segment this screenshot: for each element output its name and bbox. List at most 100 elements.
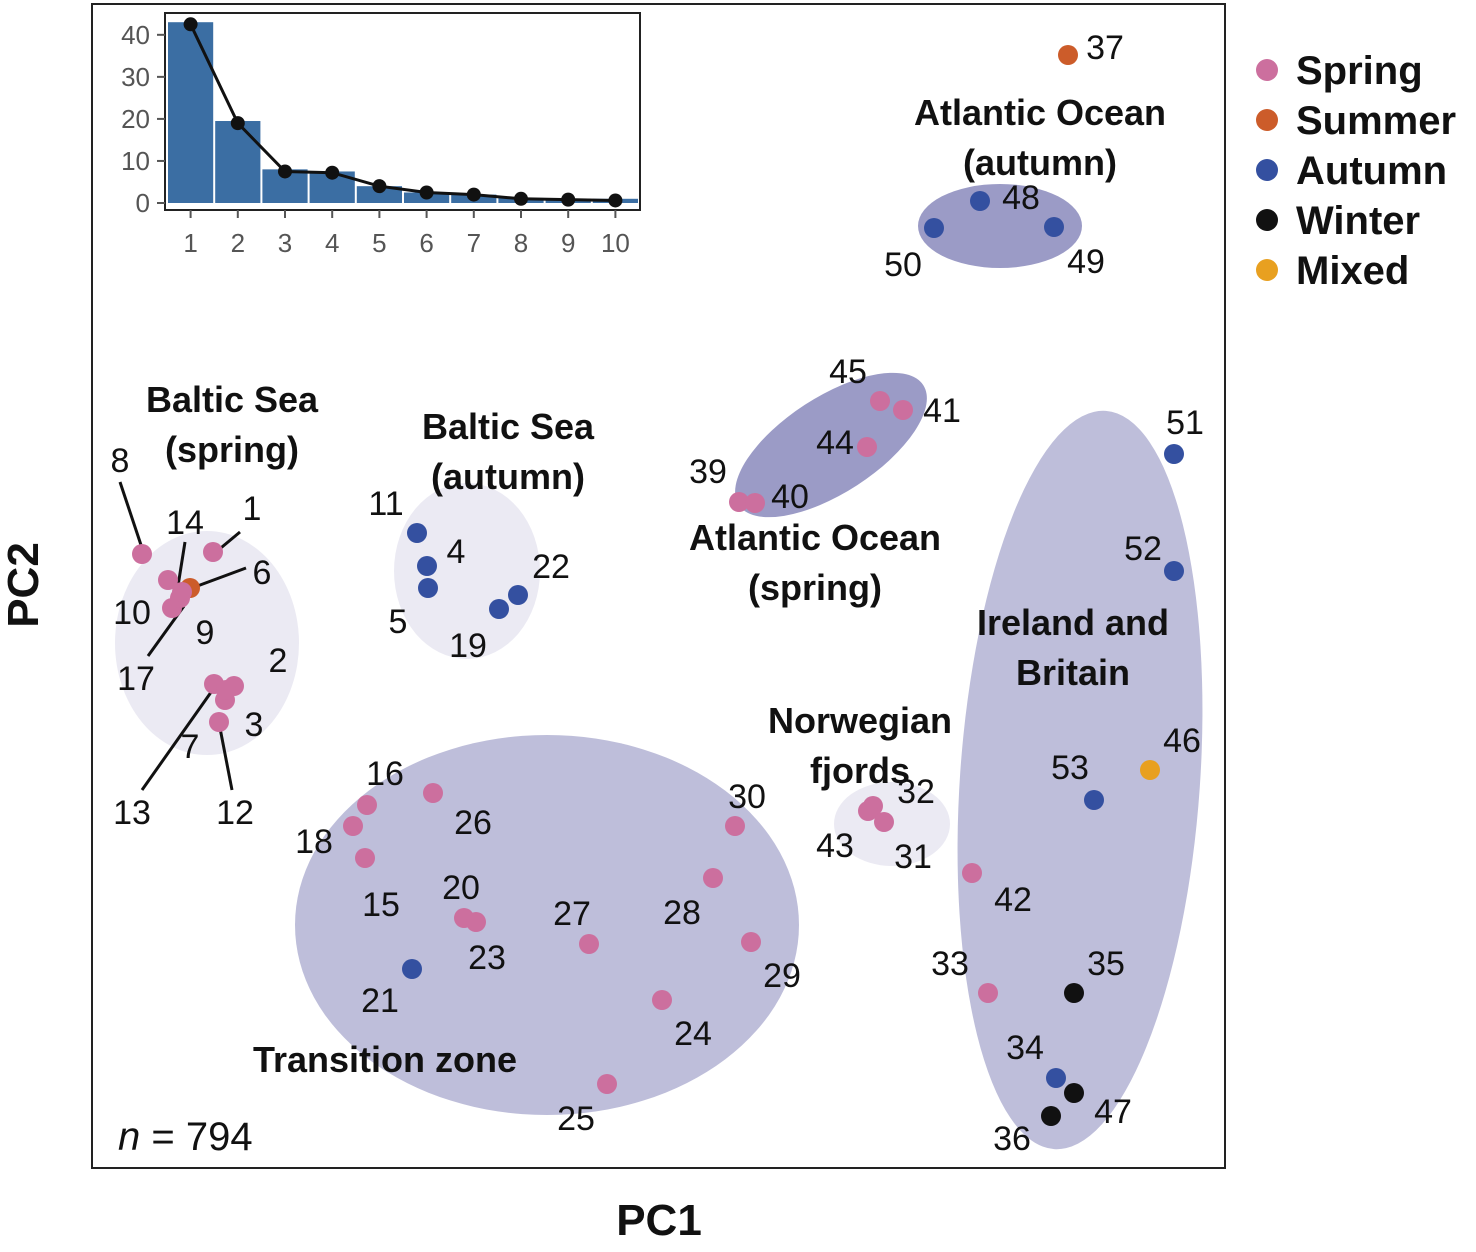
point-35 (1064, 983, 1084, 1003)
point-label-12: 12 (216, 794, 254, 832)
inset-xtick-8: 8 (514, 228, 528, 258)
point-label-49: 49 (1067, 243, 1105, 281)
legend-label-mixed: Mixed (1296, 249, 1409, 293)
group-label-2: Atlantic Ocean (spring) (689, 517, 941, 608)
inset-ytick-40: 40 (121, 20, 150, 50)
point-label-41: 41 (923, 392, 961, 430)
leader-lines (118, 481, 247, 791)
point-34 (1046, 1068, 1066, 1088)
inset-xtick-1: 1 (183, 228, 197, 258)
group-label-6: Transition zone (253, 1039, 517, 1080)
legend-label-winter: Winter (1296, 199, 1420, 243)
inset-xtick-4: 4 (325, 228, 339, 258)
point-label-34: 34 (1006, 1029, 1044, 1067)
point-44 (857, 437, 877, 457)
inset-xtick-6: 6 (419, 228, 433, 258)
point-label-42: 42 (994, 881, 1032, 919)
sample-size-label: n = 794 (118, 1115, 253, 1159)
leader-line-13 (140, 687, 216, 791)
point-45 (870, 391, 890, 411)
point-27 (579, 934, 599, 954)
point-label-44: 44 (816, 424, 854, 462)
point-label-5: 5 (389, 603, 408, 641)
inset-dot-9 (561, 192, 576, 207)
point-label-16: 16 (366, 755, 404, 793)
point-label-22: 22 (532, 548, 570, 586)
point-37 (1058, 45, 1078, 65)
point-label-26: 26 (454, 804, 492, 842)
inset-dot-5 (372, 179, 387, 194)
point-label-8: 8 (111, 442, 130, 480)
point-41 (893, 400, 913, 420)
point-46 (1140, 760, 1160, 780)
point-label-47: 47 (1094, 1093, 1132, 1131)
point-label-36: 36 (993, 1120, 1031, 1158)
inset-dot-3 (278, 164, 292, 179)
point-23 (466, 912, 486, 932)
legend-label-summer: Summer (1296, 99, 1456, 143)
point-label-3: 3 (245, 706, 264, 744)
group-labels: Baltic Sea (spring) Baltic Sea (autumn) Atla… (146, 92, 1169, 1080)
group-ellipse-3 (918, 184, 1082, 268)
point-label-7: 7 (181, 728, 200, 766)
point-label-37: 37 (1086, 29, 1124, 67)
point-51 (1164, 444, 1184, 464)
point-label-9: 9 (196, 614, 215, 652)
point-label-1: 1 (243, 490, 262, 528)
point-label-51: 51 (1166, 404, 1204, 442)
point-label-29: 29 (763, 957, 801, 995)
inset-xtick-7: 7 (467, 228, 481, 258)
point-52 (1164, 561, 1184, 581)
point-36 (1041, 1106, 1061, 1126)
inset-dot-7 (466, 187, 481, 202)
x-axis-title: PC1 (616, 1196, 702, 1245)
leader-line-12 (218, 727, 234, 791)
group-ellipse-6 (295, 735, 799, 1115)
legend-label-autumn: Autumn (1296, 149, 1447, 193)
group-label-3: Atlantic Ocean (autumn) (914, 92, 1166, 183)
point-label-53: 53 (1051, 749, 1089, 787)
point-3 (216, 680, 236, 700)
legend-swatch-spring (1256, 59, 1278, 81)
inset-ytick-10: 10 (121, 146, 150, 176)
inset-bar-5 (356, 186, 402, 203)
inset-bar-1 (168, 22, 214, 204)
legend-label-spring: Spring (1296, 49, 1423, 93)
point-label-10: 10 (113, 594, 151, 632)
point-1 (203, 542, 223, 562)
inset-dot-2 (230, 116, 245, 131)
inset-ytick-0: 0 (136, 188, 150, 218)
point-22 (508, 585, 528, 605)
point-label-31: 31 (894, 838, 932, 876)
point-label-20: 20 (442, 869, 480, 907)
inset-dots (183, 17, 623, 208)
inset-line (189, 23, 616, 202)
point-label-52: 52 (1124, 530, 1162, 568)
group-label-5: Norwegian fjords (768, 700, 952, 791)
inset-dot-1 (183, 17, 198, 32)
point-47 (1064, 1083, 1084, 1103)
point-label-39: 39 (689, 453, 727, 491)
point-49 (1044, 217, 1064, 237)
inset-dot-8 (514, 191, 528, 206)
point-label-27: 27 (553, 895, 591, 933)
leader-line-14 (176, 541, 187, 587)
point-11 (407, 523, 427, 543)
point-43 (858, 801, 878, 821)
group-label-1: Baltic Sea (autumn) (422, 406, 595, 497)
point-label-18: 18 (295, 823, 333, 861)
point-28 (703, 868, 723, 888)
point-14 (158, 570, 178, 590)
point-24 (652, 990, 672, 1010)
group-ellipses (115, 184, 1203, 1150)
leader-line-8 (118, 481, 144, 549)
point-53 (1084, 790, 1104, 810)
y-axis-title: PC2 (0, 542, 48, 628)
point-label-30: 30 (728, 778, 766, 816)
inset-xtick-5: 5 (372, 228, 386, 258)
point-label-33: 33 (931, 945, 969, 983)
legend-swatch-summer (1256, 109, 1278, 131)
inset-ytick-20: 20 (121, 104, 150, 134)
inset-dot-6 (419, 185, 434, 200)
